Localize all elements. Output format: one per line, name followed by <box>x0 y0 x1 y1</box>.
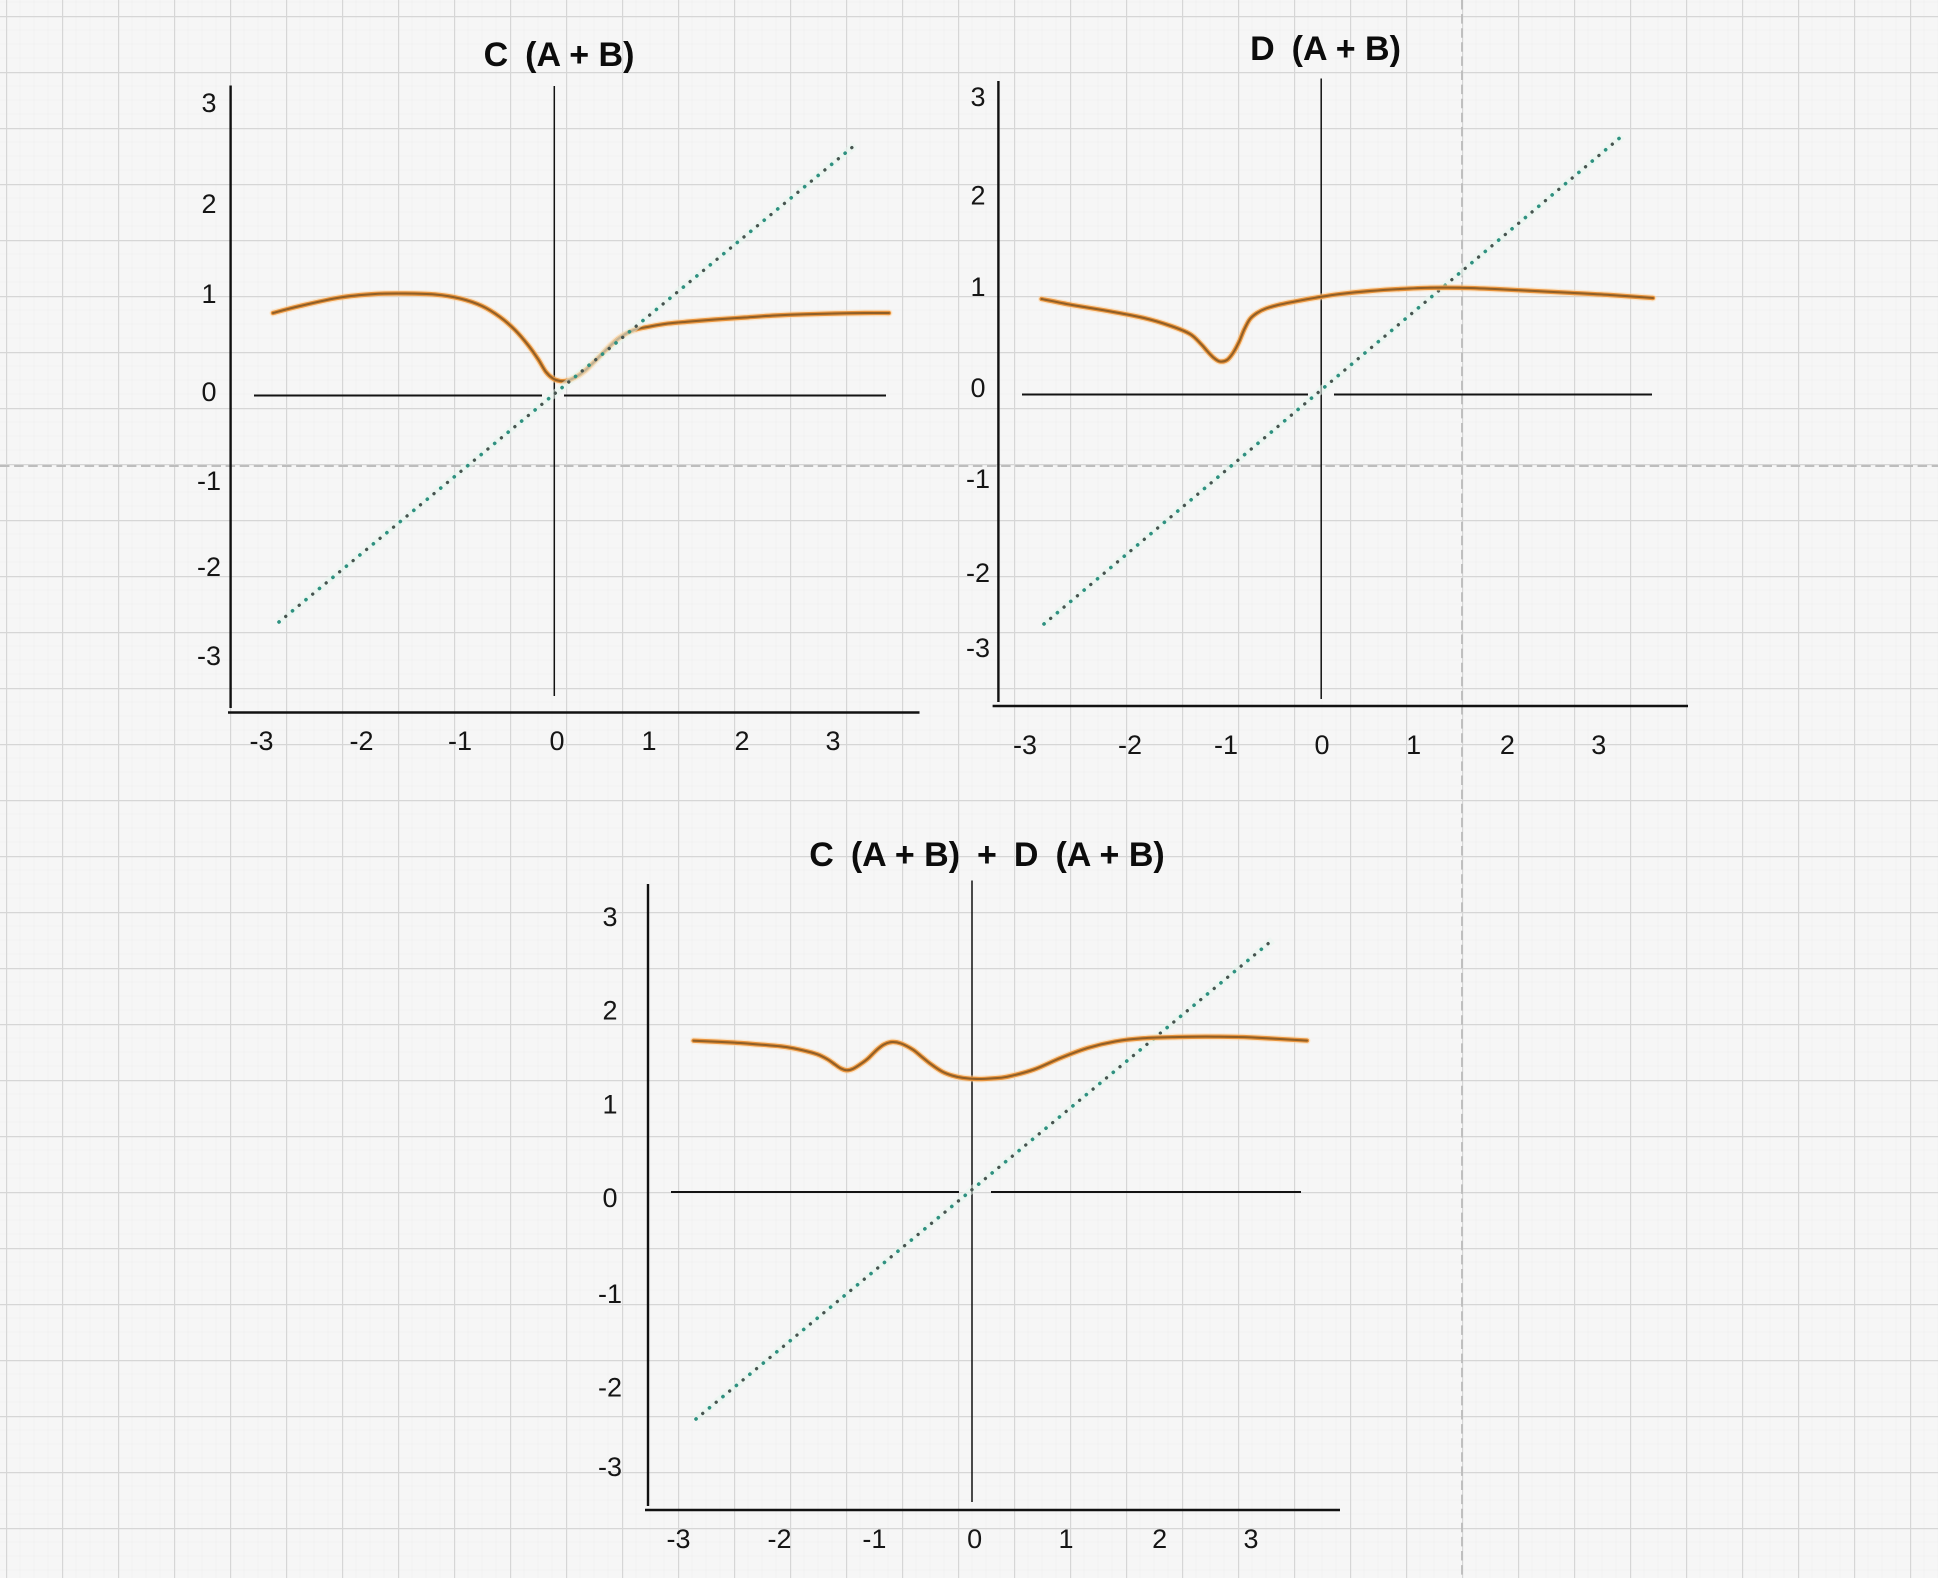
svg-text:-2: -2 <box>1118 730 1142 760</box>
svg-text:-3: -3 <box>966 633 990 663</box>
svg-text:1: 1 <box>602 1089 617 1119</box>
svg-text:-3: -3 <box>598 1452 622 1482</box>
svg-text:0: 0 <box>549 726 564 756</box>
svg-text:-3: -3 <box>197 641 221 671</box>
svg-text:3: 3 <box>970 82 985 112</box>
svg-text:-3: -3 <box>1013 730 1037 760</box>
svg-text:-2: -2 <box>598 1373 622 1403</box>
svg-text:0: 0 <box>970 373 985 403</box>
svg-text:0: 0 <box>201 377 216 407</box>
svg-text:-2: -2 <box>349 726 373 756</box>
svg-text:-1: -1 <box>1214 730 1238 760</box>
svg-text:2: 2 <box>1152 1524 1167 1554</box>
svg-text:-1: -1 <box>862 1524 886 1554</box>
svg-text:3: 3 <box>825 726 840 756</box>
svg-text:3: 3 <box>1591 730 1606 760</box>
svg-text:2: 2 <box>734 726 749 756</box>
svg-text:-1: -1 <box>448 726 472 756</box>
svg-text:1: 1 <box>970 272 985 302</box>
svg-text:-1: -1 <box>966 464 990 494</box>
svg-text:0: 0 <box>1314 730 1329 760</box>
svg-text:D (A + B): D (A + B) <box>1250 30 1401 68</box>
svg-text:3: 3 <box>602 902 617 932</box>
svg-text:2: 2 <box>602 996 617 1026</box>
svg-text:1: 1 <box>1058 1524 1073 1554</box>
svg-text:2: 2 <box>1500 730 1515 760</box>
svg-text:C (A + B) + D (A + B): C (A + B) + D (A + B) <box>809 836 1164 874</box>
svg-text:1: 1 <box>641 726 656 756</box>
svg-text:3: 3 <box>1243 1524 1258 1554</box>
svg-text:-1: -1 <box>197 466 221 496</box>
svg-text:0: 0 <box>602 1183 617 1213</box>
svg-text:2: 2 <box>970 181 985 211</box>
svg-text:-2: -2 <box>197 552 221 582</box>
svg-text:-1: -1 <box>598 1279 622 1309</box>
svg-text:2: 2 <box>201 189 216 219</box>
svg-text:-2: -2 <box>767 1524 791 1554</box>
svg-text:1: 1 <box>1406 730 1421 760</box>
svg-text:-3: -3 <box>666 1524 690 1554</box>
svg-text:-2: -2 <box>966 558 990 588</box>
svg-text:1: 1 <box>201 279 216 309</box>
svg-text:3: 3 <box>201 88 216 118</box>
svg-text:0: 0 <box>967 1524 982 1554</box>
svg-text:C (A + B): C (A + B) <box>484 36 635 74</box>
svg-text:-3: -3 <box>249 726 273 756</box>
